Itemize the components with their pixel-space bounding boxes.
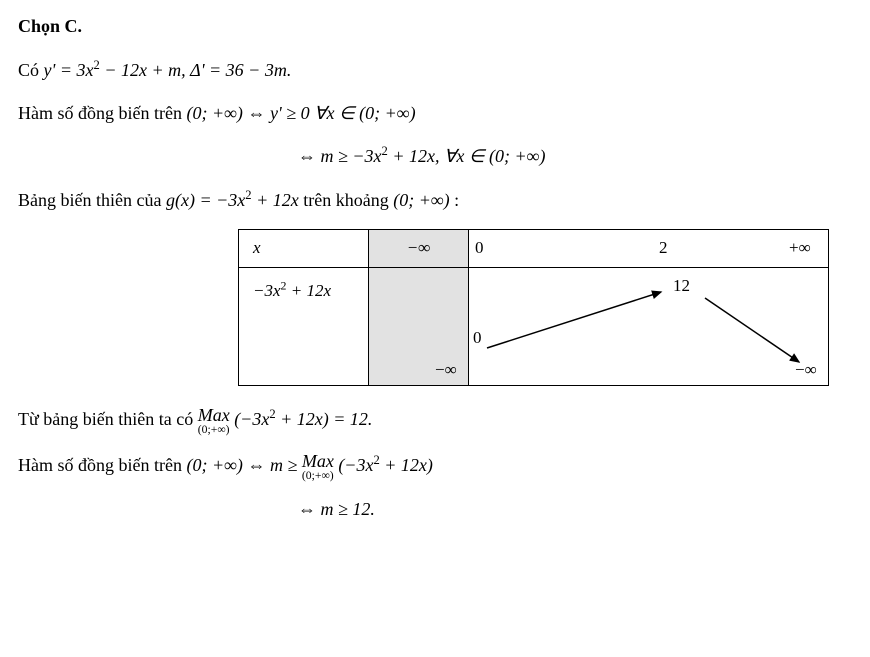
max-operator-2: Max (0;+∞) (302, 452, 334, 482)
line4-prefix: Bảng biến thiên của (18, 190, 166, 210)
line-monotone-cond-2: ⇔ m ≥ −3x2 + 12x, ∀x ∈ (0; +∞) (298, 141, 852, 171)
line6-prefix: Hàm số đồng biến trên (18, 455, 186, 475)
line4-func: g(x) = −3x2 + 12x (166, 190, 299, 210)
line4-interval: (0; +∞) (393, 190, 449, 210)
line-final-answer: ⇔ m ≥ 12. (298, 495, 852, 524)
line6-rhs1: m ≥ (270, 455, 302, 475)
line6-rhs2: (−3x2 + 12x) (338, 455, 433, 475)
vtable-func-label: −3x2 + 12x (239, 267, 369, 385)
line2-prefix: Hàm số đồng biến trên (18, 103, 186, 123)
max-bottom-2: (0;+∞) (302, 470, 334, 482)
vtable-domain-cell: 0 2 +∞ (469, 229, 829, 267)
vtable-shaded-cell: −∞ (369, 267, 469, 385)
vtable-x-header: x (239, 229, 369, 267)
line6-interval: (0; +∞) (186, 455, 242, 475)
vtable-bottom-neginf-left: −∞ (435, 360, 457, 380)
line3-rhs: m ≥ −3x2 + 12x, ∀x ∈ (0; +∞) (321, 146, 546, 166)
line-table-intro: Bảng biến thiên của g(x) = −3x2 + 12x tr… (18, 185, 852, 215)
line2-rhs: y' ≥ 0 ∀x ∈ (0; +∞) (270, 103, 416, 123)
line1-math: y' = 3x2 − 12x + m, Δ' = 36 − 3m. (44, 60, 292, 80)
vtable-posinf: +∞ (789, 238, 811, 258)
line7-rhs: m ≥ 12. (321, 499, 375, 519)
max-operator-1: Max (0;+∞) (198, 406, 230, 436)
line7-iff: ⇔ (298, 499, 321, 519)
max-top-1: Max (198, 406, 230, 424)
vtable-x0: 0 (475, 238, 484, 258)
answer-header: Chọn C. (18, 12, 852, 41)
vtable-x2: 2 (659, 238, 668, 258)
line4-colon: : (454, 190, 459, 210)
line-derivative: Có y' = 3x2 − 12x + m, Δ' = 36 − 3m. (18, 55, 852, 85)
line5-expr: (−3x2 + 12x) = 12. (234, 409, 372, 429)
line-final-cond: Hàm số đồng biến trên (0; +∞) ⇔ m ≥ Max … (18, 450, 852, 482)
line-max-result: Từ bảng biến thiên ta có Max (0;+∞) (−3x… (18, 404, 852, 436)
variation-table: x −∞ 0 2 +∞ −3x2 + 12x −∞ 0 12 −∞ (238, 229, 829, 386)
vtable-graph-cell: 0 12 −∞ (469, 267, 829, 385)
vtable-arrows (469, 268, 829, 386)
line2-interval: (0; +∞) (186, 103, 242, 123)
line-monotone-cond: Hàm số đồng biến trên (0; +∞) ⇔ y' ≥ 0 ∀… (18, 99, 852, 128)
line1-prefix: Có (18, 60, 44, 80)
vtable-neginf-cell: −∞ (369, 229, 469, 267)
line2-iff: ⇔ (247, 103, 270, 123)
line3-iff: ⇔ (298, 146, 321, 166)
line6-iff: ⇔ (247, 455, 270, 475)
line5-prefix: Từ bảng biến thiên ta có (18, 409, 198, 429)
max-bottom-1: (0;+∞) (198, 424, 230, 436)
line4-mid: trên khoảng (303, 190, 393, 210)
max-top-2: Max (302, 452, 334, 470)
vtable-func-expr: −3x2 + 12x (253, 281, 331, 300)
